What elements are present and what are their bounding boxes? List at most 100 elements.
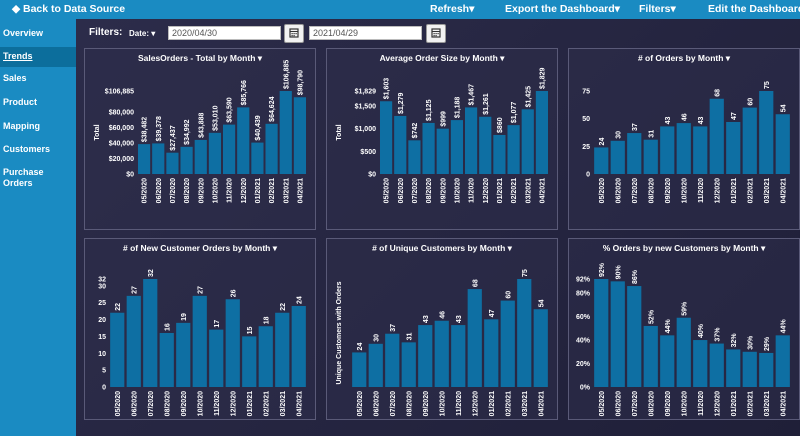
bar[interactable] [660,126,675,174]
bar[interactable] [627,286,642,387]
sidebar-item-product[interactable]: Product [3,97,38,107]
bar[interactable] [279,91,292,174]
bar[interactable] [222,124,236,174]
bar[interactable] [192,295,207,387]
bar[interactable] [293,97,307,174]
bar[interactable] [110,312,125,387]
bar[interactable] [533,309,548,387]
x-tick-label: 09/2020 [423,391,430,416]
bar[interactable] [194,139,207,174]
bar[interactable] [265,123,278,174]
bar[interactable] [209,329,224,387]
bar[interactable] [275,312,290,387]
export-dashboard-menu[interactable]: Export the Dashboard▾ [505,3,620,15]
bar[interactable] [385,333,400,387]
bar[interactable] [594,279,609,387]
bar[interactable] [709,98,724,174]
bar[interactable] [368,343,383,387]
bar[interactable] [535,91,549,174]
bar[interactable] [436,128,449,174]
bar[interactable] [467,289,482,387]
bar[interactable] [759,352,774,387]
end-date-input[interactable] [309,26,422,40]
bar[interactable] [450,120,464,174]
chart-title[interactable]: Average Order Size by Month ▾ [379,53,505,63]
bar[interactable] [693,340,708,387]
bar[interactable] [693,126,708,174]
chart-title[interactable]: # of New Customer Orders by Month ▾ [123,243,277,253]
bar[interactable] [143,279,158,387]
refresh-menu[interactable]: Refresh▾ [430,3,475,15]
bar[interactable] [775,114,790,174]
bar[interactable] [208,132,222,174]
bar[interactable] [610,281,625,387]
bar[interactable] [408,140,421,174]
chart-title[interactable]: # of Orders by Month ▾ [637,53,731,63]
bar[interactable] [500,300,515,387]
bar[interactable] [643,139,658,174]
bar[interactable] [159,333,174,387]
chart-title[interactable]: % Orders by new Customers by Month ▾ [602,243,766,253]
bar[interactable] [464,107,478,174]
bar[interactable] [742,107,757,174]
bar[interactable] [643,325,658,387]
bar[interactable] [418,325,433,387]
bar[interactable] [742,351,757,387]
back-to-data-source-button[interactable]: ◆ Back to Data Source [12,3,126,15]
sidebar-item-mapping[interactable]: Mapping [3,121,40,131]
bar[interactable] [451,325,466,387]
bar[interactable] [479,116,492,174]
sidebar-item-trends[interactable]: Trends [0,47,76,67]
sidebar-item-overview[interactable]: Overview [3,28,44,38]
end-date-calendar-button[interactable] [426,24,446,43]
bar[interactable] [225,299,240,387]
bar[interactable] [610,140,625,174]
data-label: 24 [357,343,364,351]
bar[interactable] [401,342,416,387]
bar[interactable] [126,295,141,387]
sidebar-item-sales[interactable]: Sales [3,73,27,83]
bar[interactable] [152,143,165,174]
bar[interactable] [521,109,534,174]
bar[interactable] [422,122,435,174]
bar[interactable] [291,306,306,387]
bar[interactable] [726,121,741,174]
bar[interactable] [517,279,532,387]
bar[interactable] [434,320,449,387]
bar[interactable] [726,349,741,387]
chart-title[interactable]: SalesOrders - Total by Month ▾ [137,53,263,63]
edit-dashboard-button[interactable]: Edit the Dashboard [708,3,800,15]
bar[interactable] [676,317,691,387]
data-label: 60 [747,98,754,106]
bar[interactable] [176,322,191,387]
bar[interactable] [352,352,367,387]
bar[interactable] [137,144,151,174]
bar[interactable] [759,91,774,174]
sidebar-item-customers[interactable]: Customers [3,144,51,154]
chart-title[interactable]: # of Unique Customers by Month ▾ [372,243,512,253]
start-date-input[interactable] [168,26,281,40]
bar[interactable] [709,343,724,387]
bar[interactable] [258,326,273,387]
bar[interactable] [594,147,609,174]
bar[interactable] [627,133,642,174]
bar[interactable] [180,146,193,174]
bar[interactable] [242,336,257,387]
bar[interactable] [237,107,250,174]
bar[interactable] [660,335,675,387]
filters-menu[interactable]: Filters▾ [639,3,676,15]
bar[interactable] [394,115,407,174]
sidebar-item-purchase-orders[interactable]: Purchase Orders [3,167,44,188]
start-date-calendar-button[interactable] [284,24,304,43]
date-field-dropdown[interactable]: Date: ▾ [129,29,156,38]
bar[interactable] [166,152,179,174]
bar[interactable] [775,335,790,387]
bar[interactable] [484,319,499,387]
bar[interactable] [251,142,264,174]
data-label: $999 [440,111,447,127]
bar[interactable] [676,123,691,174]
bar[interactable] [507,125,520,174]
bar[interactable] [493,134,506,174]
data-label: $1,188 [454,97,461,119]
bar[interactable] [379,101,393,174]
